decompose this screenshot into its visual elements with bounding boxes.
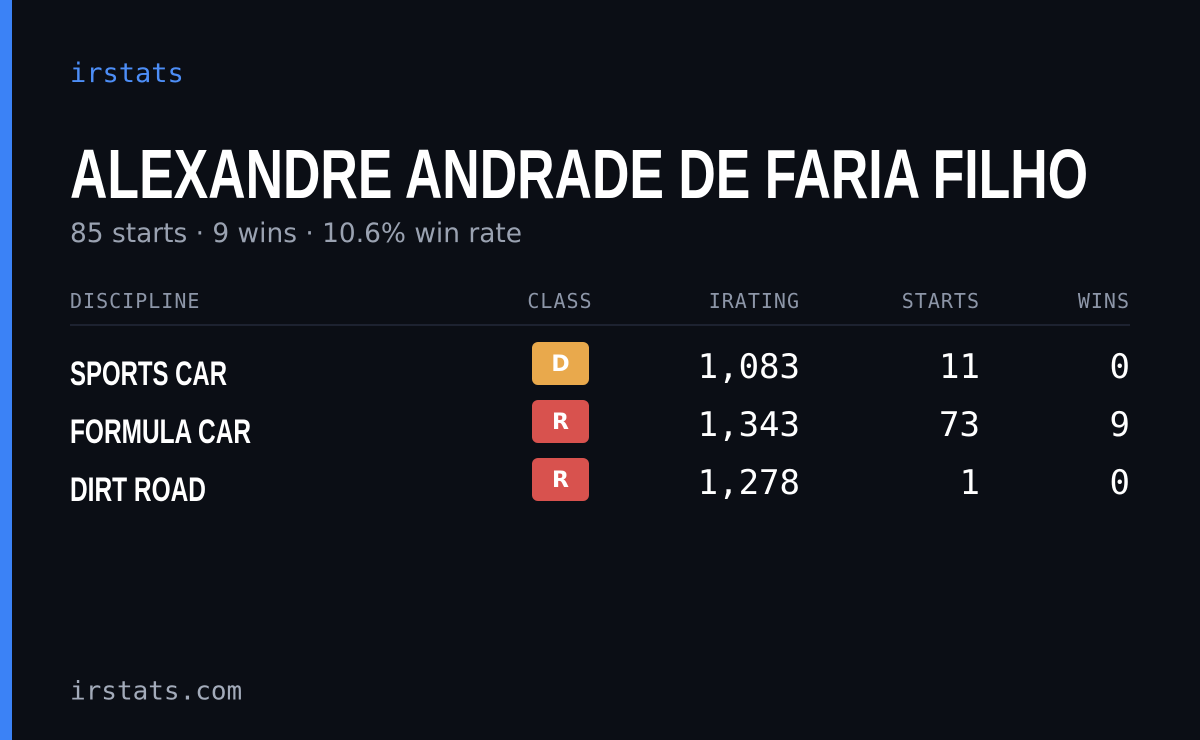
starts: 1	[960, 463, 980, 503]
wins: 9	[1110, 405, 1130, 445]
starts: 11	[939, 347, 980, 387]
discipline: FORMULA CAR	[70, 413, 251, 451]
accent-bar	[0, 0, 12, 740]
wins: 0	[1110, 463, 1130, 503]
irating: 1,343	[698, 405, 800, 445]
column-header: IRATING	[709, 289, 800, 313]
class-badge	[532, 400, 589, 443]
table: DISCIPLINE CLASS IRATING STARTS WINS SPORTS C…	[70, 289, 1130, 509]
column-header: WINS	[1078, 289, 1130, 313]
brand: irstats	[70, 58, 184, 89]
summary: 85 starts · 9 wins · 10.6% win rate	[70, 218, 522, 249]
irating: 1,083	[698, 347, 800, 387]
class-badge	[532, 342, 589, 385]
discipline: DIRT ROAD	[70, 471, 206, 509]
class-badge	[532, 458, 589, 501]
class-letter: D	[551, 352, 569, 377]
player-name: ALEXANDRE ANDRADE DE FARIA FILHO	[70, 135, 1088, 213]
column-header: STARTS	[902, 289, 980, 313]
column-header: CLASS	[527, 289, 592, 313]
starts: 73	[939, 405, 980, 445]
class-letter: R	[552, 468, 569, 493]
wins: 0	[1110, 347, 1130, 387]
column-header: DISCIPLINE	[70, 289, 200, 313]
class-letter: R	[552, 410, 569, 435]
footer: irstats.com	[70, 677, 242, 707]
irating: 1,278	[698, 463, 800, 503]
discipline: SPORTS CAR	[70, 355, 227, 393]
